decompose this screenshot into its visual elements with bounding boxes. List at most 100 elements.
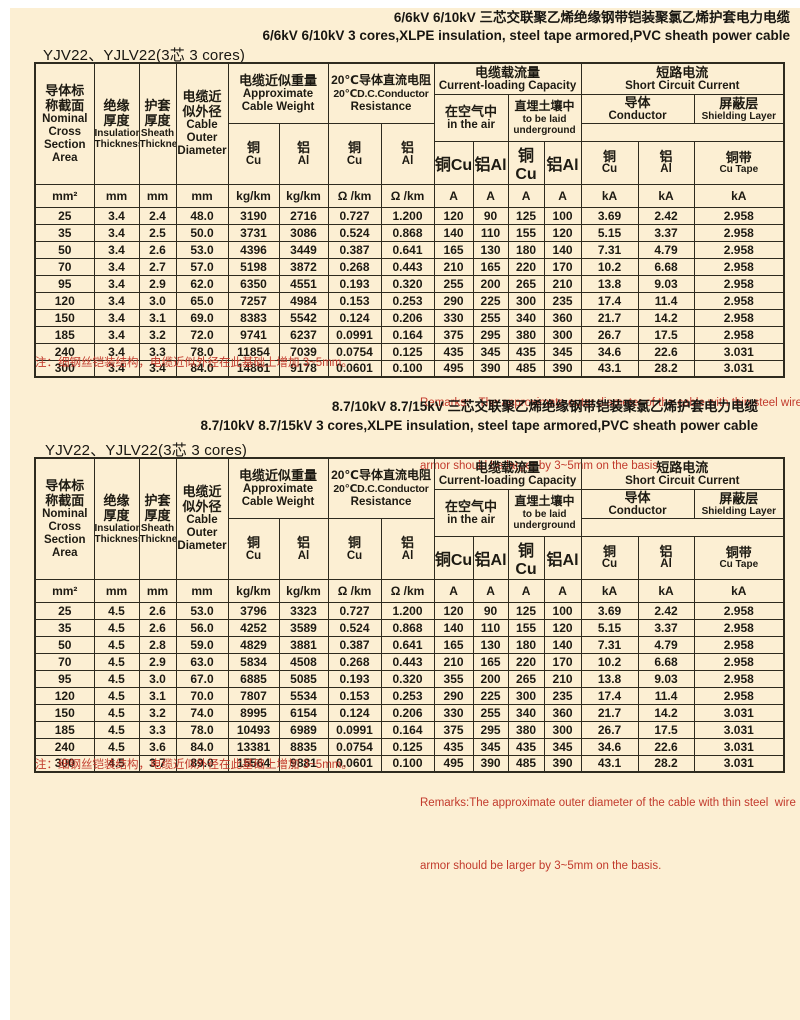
table-cell: 9.03 [637,669,695,688]
table-cell: 0.320 [380,274,435,293]
table-cell: 4396 [227,240,280,259]
table-cell: 3.031 [693,342,785,361]
table-cell: 0.0991 [327,720,382,739]
table-cell: 375 [433,720,474,739]
table-cell: 6.68 [637,257,695,276]
unit-cell: kA [580,578,639,603]
table-cell: 4.5 [93,686,140,705]
table-cell: 165 [472,257,509,276]
table-cell: 0.100 [380,359,435,378]
table-cell: 255 [472,703,509,722]
table-cell: 4.79 [637,635,695,654]
col-nominal-header: 导体标 称截面 Nominal Cross Section Area [34,62,95,185]
table-cell: 14.2 [637,308,695,327]
en-label: Thickness [94,138,139,150]
zh-label: 铝 [297,534,311,550]
zh-label: 铝 [401,534,415,550]
table-cell: 340 [507,308,545,327]
en-label: Current-loading Capacity [438,79,577,92]
table-cell: 2.958 [693,325,785,344]
table-cell: 4984 [278,291,329,310]
table-cell: 7039 [278,342,329,361]
resistance-cu-header: 铜 Cu [327,122,382,185]
table-cell: 2.4 [138,206,177,225]
table-cell: 300 [34,359,95,378]
zh-label: 铝 [297,139,311,155]
en-label: Short Circuit Current [625,474,740,487]
table-cell: 0.164 [380,720,435,739]
table-cell: 56.0 [175,618,229,637]
table-cell: 69.0 [175,308,229,327]
unit-cell: mm [175,578,229,603]
unit-cell: kA [637,578,695,603]
table-row: 95 3.4 2.9 62.0 6350 4551 0.193 0.320 255 200 265 2… [34,274,785,293]
unit-cell: kg/km [227,183,280,208]
en-label: Al [660,163,672,175]
table-cell: 3.1 [138,308,177,327]
table-cell: 8383 [227,308,280,327]
table-cell: 3086 [278,223,329,242]
table-cell: 330 [433,308,474,327]
remark-line: Remarks:The approximate outer diameter o… [420,797,796,809]
zh-label: 厚度 [103,112,130,128]
table-cell: 380 [507,720,545,739]
en-label: Current-loading Capacity [438,474,577,487]
col-diameter-header: 电缆近 似外径 Cable Outer Diameter [175,62,229,185]
underground-al-header: 铝Al [543,535,582,580]
table-cell: 4252 [227,618,280,637]
table-cell: 100 [543,206,582,225]
unit-cell: Ω /km [380,183,435,208]
table-cell: 5.15 [580,223,639,242]
table-cell: 4829 [227,635,280,654]
table-row: 240 3.4 3.3 78.0 11854 7039 0.0754 0.125 435 345 4… [34,342,785,361]
table-cell: 3.031 [693,359,785,378]
table-cell: 300 [543,325,582,344]
en-label: Outer [186,527,218,540]
table-cell: 13381 [227,737,280,756]
zh-label: 短路电流 [656,64,709,80]
en-label: Cu [346,549,363,562]
table-cell: 3.69 [580,601,639,620]
table-cell: 210 [543,669,582,688]
weight-al-header: 铝 Al [278,122,329,185]
en-label: Outer [186,132,218,145]
table-cell: 185 [34,325,95,344]
en-label: Cu Tape [719,558,759,570]
table-cell: 4.5 [93,703,140,722]
air-cu-header: 铜Cu [433,535,474,580]
unit-cell: kg/km [278,578,329,603]
table-cell: 0.868 [380,223,435,242]
table-cell: 3.69 [580,206,639,225]
en-label: Conductor [608,109,667,122]
en-label: Thickness [139,138,175,150]
zh-label: 20℃导体直流电阻 [331,72,431,87]
table-cell: 3.4 [93,257,140,276]
en-label: Resistance [350,100,412,113]
subgroup-underground-header: 直埋土壤中 to be laid underground [507,488,582,537]
table-cell: 84.0 [175,359,229,378]
en-label: Nominal [42,112,88,125]
en-label: Sheath [140,127,175,139]
table-cell: 65.0 [175,291,229,310]
zh-label: 导体 [624,94,651,110]
subgroup-shielding-header: 屏蔽层 Shielding Layer [693,488,785,519]
group-short-circuit-header: 短路电流 Short Circuit Current [580,62,785,95]
table-cell: 3.4 [93,325,140,344]
table-cell: 6989 [278,720,329,739]
table-row: 300 4.5 3.7 89.0 15564 9881 0.0601 0.100 495 390 4… [34,754,785,773]
table-cell: 6350 [227,274,280,293]
table-cell: 200 [472,274,509,293]
table-cell: 375 [433,325,474,344]
table-cell: 3190 [227,206,280,225]
table-cell: 345 [543,342,582,361]
table-cell: 240 [34,737,95,756]
table-cell: 3.031 [693,703,785,722]
en-label: Diameter [177,540,227,553]
table-cell: 0.153 [327,291,382,310]
table-cell: 72.0 [175,325,229,344]
table-cell: 2.42 [637,206,695,225]
table-row: 95 4.5 3.0 67.0 6885 5085 0.193 0.320 355 200 265 2… [34,669,785,688]
table-cell: 53.0 [175,601,229,620]
zh-label: 护套 [144,97,171,113]
en-label: Short Circuit Current [625,79,740,92]
